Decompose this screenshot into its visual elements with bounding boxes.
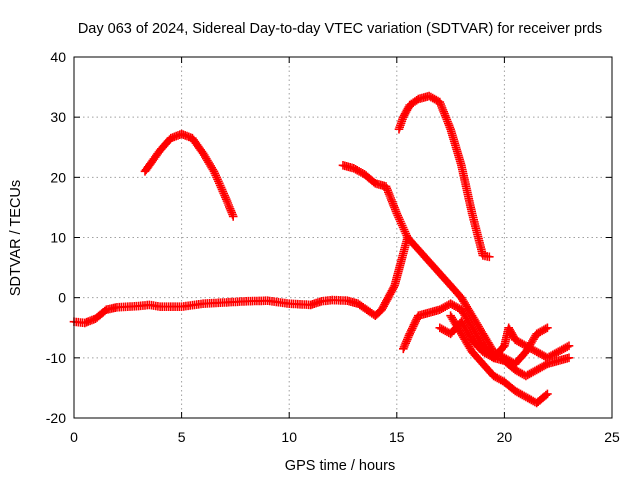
plot-frame: [73, 56, 613, 419]
y-tick-label: 40: [50, 49, 66, 65]
data-point: [543, 323, 552, 333]
x-tick-label: 0: [70, 429, 78, 445]
series-track-low-baseline: [69, 233, 412, 328]
x-tick-label: 5: [178, 429, 186, 445]
series-track-descending-22: [338, 161, 552, 369]
series-track-peak-33: [394, 91, 494, 262]
y-tick-label: 10: [50, 230, 66, 246]
x-axis-ticks: 0 5 10 15 20 25: [70, 57, 620, 445]
grid: [74, 57, 612, 418]
x-tick-label: 10: [281, 429, 297, 445]
y-axis-ticks: -20 -10 0 10 20 30 40: [46, 49, 612, 426]
x-tick-label: 15: [389, 429, 405, 445]
y-tick-label: -20: [46, 410, 66, 426]
chart-title: Day 063 of 2024, Sidereal Day-to-day VTE…: [78, 21, 602, 37]
x-axis-label: GPS time / hours: [285, 458, 395, 474]
data-point: [228, 212, 238, 221]
data-points: [69, 91, 574, 408]
series-track-tail-mid: [435, 317, 574, 363]
data-point: [485, 252, 494, 262]
data-point: [541, 390, 551, 400]
x-tick-label: 25: [604, 429, 620, 445]
x-tick-label: 20: [497, 429, 513, 445]
y-tick-label: 30: [50, 109, 66, 125]
data-point: [564, 353, 574, 363]
series-track-peak-27: [140, 129, 238, 221]
data-point: [543, 389, 552, 399]
y-tick-label: -10: [46, 350, 66, 366]
data-point: [564, 341, 574, 351]
y-axis-label: SDTVAR / TECUs: [8, 180, 24, 296]
y-tick-label: 20: [50, 169, 66, 185]
y-tick-label: 0: [58, 290, 66, 306]
